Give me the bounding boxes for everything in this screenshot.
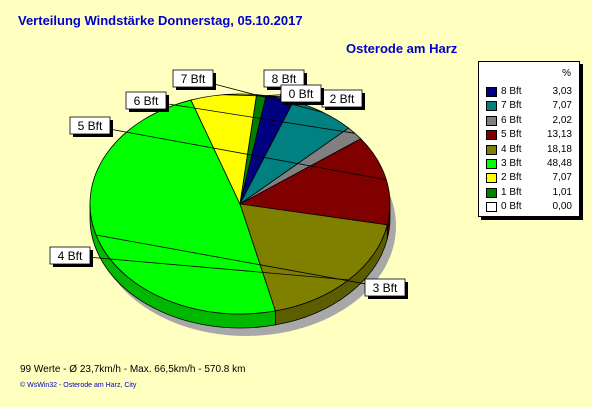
callout-label: 0 Bft <box>289 87 314 101</box>
legend-unit-header: % <box>562 68 571 79</box>
callout-line <box>145 100 355 134</box>
legend-value: 2,02 <box>552 114 572 126</box>
legend-swatch <box>486 115 497 126</box>
legend: % 8 Bft 3,03 7 Bft 7,07 6 Bft 2,02 5 Bft 13,13 4… <box>478 61 580 217</box>
legend-value: 48,48 <box>546 158 572 169</box>
legend-label: 8 Bft <box>501 86 522 97</box>
callout-box <box>125 91 167 110</box>
legend-item: 6 Bft 2,02 <box>486 115 572 127</box>
legend-swatch <box>486 101 497 112</box>
footer-credit: © WsWin32 - Osterode am Harz, City <box>20 382 137 389</box>
callout-box <box>49 246 91 265</box>
footer-stats: 99 Werte - Ø 23,7km/h - Max. 66,5km/h - … <box>20 364 246 375</box>
legend-item: 4 Bft 18,18 <box>486 144 572 156</box>
legend-item: 0 Bft 0,00 <box>486 201 572 213</box>
legend-item: 3 Bft 48,48 <box>486 158 572 170</box>
legend-swatch <box>486 130 497 141</box>
legend-swatch <box>486 87 497 97</box>
callout-label: 2 Bft <box>330 92 355 106</box>
callout-label: 4 Bft <box>58 249 83 263</box>
legend-value: 1,01 <box>552 186 572 198</box>
legend-label: 6 Bft <box>501 114 522 126</box>
callout-line <box>69 255 349 281</box>
callout-box <box>69 116 111 135</box>
legend-label: 1 Bft <box>501 186 522 198</box>
legend-value: 13,13 <box>546 129 572 141</box>
legend-item: 5 Bft 13,13 <box>486 129 572 141</box>
callout-box <box>172 69 214 88</box>
legend-item: 7 Bft 7,07 <box>486 100 572 112</box>
legend-value: 18,18 <box>546 143 572 155</box>
callout-label: 5 Bft <box>78 119 103 133</box>
callout-box <box>364 278 406 297</box>
legend-value: 3,03 <box>552 86 572 97</box>
callout-label: 3 Bft <box>373 281 398 295</box>
legend-value: 7,07 <box>552 172 572 184</box>
legend-swatch <box>486 159 497 169</box>
legend-swatch <box>486 144 497 155</box>
chart-subtitle: Osterode am Harz <box>346 41 458 56</box>
legend-item: 8 Bft 3,03 <box>486 86 572 98</box>
legend-label: 7 Bft <box>501 100 522 112</box>
legend-value: 7,07 <box>552 100 572 112</box>
legend-swatch <box>486 173 497 184</box>
chart-title: Verteilung Windstärke Donnerstag, 05.10.… <box>18 13 303 28</box>
legend-label: 4 Bft <box>501 143 522 155</box>
callout-label: 8 Bft <box>272 72 297 86</box>
legend-label: 5 Bft <box>501 129 522 141</box>
legend-value: 0,00 <box>552 201 572 213</box>
legend-item: 2 Bft 7,07 <box>486 172 572 184</box>
callout-label: 7 Bft <box>181 72 206 86</box>
legend-swatch <box>486 187 497 198</box>
callout-box <box>280 84 322 103</box>
callout-label: 6 Bft <box>134 94 159 108</box>
legend-label: 2 Bft <box>501 172 522 184</box>
legend-label: 0 Bft <box>501 201 522 213</box>
legend-item: 1 Bft 1,01 <box>486 187 572 199</box>
legend-swatch <box>486 202 497 213</box>
callout-line <box>89 125 387 181</box>
legend-label: 3 Bft <box>501 158 522 169</box>
callout-line <box>96 234 386 288</box>
